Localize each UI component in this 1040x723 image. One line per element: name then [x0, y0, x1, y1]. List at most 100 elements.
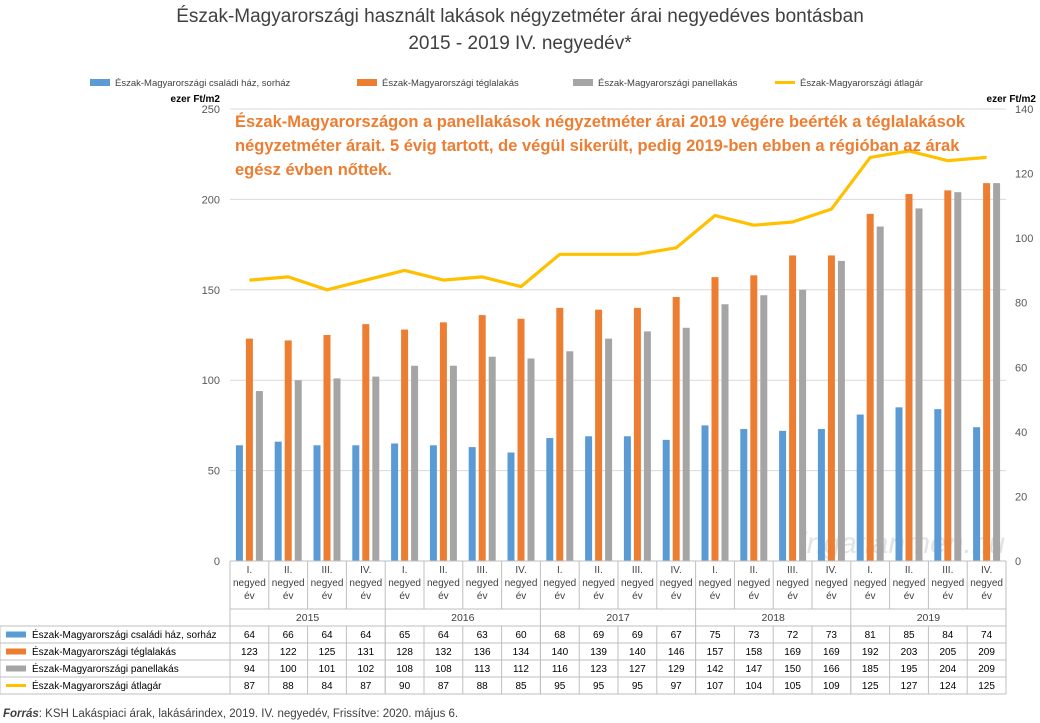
x-category-label: év	[322, 591, 333, 602]
table-cell: 85	[903, 630, 915, 641]
table-row-label: Észak-Magyarországi átlagár	[32, 679, 162, 692]
bar	[333, 378, 341, 561]
table-row-swatch	[6, 631, 26, 638]
table-cell: 66	[283, 630, 295, 641]
bar	[701, 425, 709, 561]
bar	[585, 436, 593, 561]
table-cell: 84	[321, 681, 333, 692]
y-right-tick-label: 140	[1015, 104, 1033, 116]
legend-entry: Észak-Magyarországi téglalakás	[382, 78, 519, 89]
y-left-tick-label: 100	[202, 375, 220, 387]
legend-entry: Észak-Magyarországi családi ház, sorház	[115, 78, 291, 89]
x-category-label: negyed	[233, 578, 266, 589]
bar	[750, 275, 758, 561]
table-cell: 100	[280, 664, 297, 675]
table-row-label: Észak-Magyarországi családi ház, sorház	[32, 628, 217, 641]
bar	[546, 438, 554, 561]
x-category-label: negyed	[272, 578, 305, 589]
x-category-label: negyed	[776, 578, 809, 589]
x-year-label: 2016	[451, 612, 475, 624]
table-cell: 127	[629, 664, 646, 675]
bar	[362, 324, 370, 561]
bar	[983, 183, 991, 562]
y-right-tick-label: 40	[1015, 427, 1027, 439]
legend-swatch	[90, 79, 110, 86]
bar	[294, 380, 302, 561]
x-category-label: negyed	[582, 578, 615, 589]
bar	[352, 445, 360, 561]
table-cell: 87	[438, 681, 450, 692]
table-cell: 140	[551, 647, 568, 658]
bar	[595, 309, 603, 561]
table-cell: 158	[745, 647, 762, 658]
bar	[789, 255, 797, 561]
x-category-label: II.	[284, 565, 292, 576]
x-category-label: negyed	[466, 578, 499, 589]
x-category-label: negyed	[427, 578, 460, 589]
table-cell: 64	[438, 630, 450, 641]
x-category-label: év	[710, 591, 721, 602]
table-cell: 73	[748, 630, 760, 641]
x-category-label: IV.	[515, 565, 526, 576]
table-cell: 65	[399, 630, 411, 641]
bar	[439, 322, 447, 561]
bar	[411, 365, 419, 561]
bar	[313, 445, 321, 561]
bar	[566, 351, 574, 561]
table-cell: 140	[629, 647, 646, 658]
table-cell: 69	[593, 630, 605, 641]
table-cell: 113	[474, 664, 490, 675]
annotation-text: négyzetméter árait. 5 évig tartott, de v…	[235, 137, 960, 155]
table-cell: 104	[745, 681, 762, 692]
table-cell: 90	[399, 681, 411, 692]
table-cell: 146	[668, 647, 685, 658]
table-cell: 147	[745, 664, 762, 675]
y-left-tick-label: 150	[202, 285, 220, 297]
x-category-label: negyed	[660, 578, 693, 589]
y-right-tick-label: 100	[1015, 233, 1033, 245]
x-category-label: II.	[594, 565, 602, 576]
x-category-label: IV.	[671, 565, 682, 576]
table-cell: 134	[513, 647, 530, 658]
table-cell: 64	[321, 630, 333, 641]
bar	[915, 208, 923, 561]
x-category-label: IV.	[981, 565, 992, 576]
table-cell: 204	[939, 664, 956, 675]
table-cell: 209	[978, 647, 995, 658]
y-right-tick-label: 60	[1015, 362, 1027, 374]
bar	[468, 447, 476, 561]
table-row-swatch	[6, 648, 26, 655]
table-cell: 209	[978, 664, 995, 675]
x-category-label: I.	[867, 565, 873, 576]
table-cell: 85	[515, 681, 527, 692]
bar	[255, 391, 263, 561]
table-cell: 132	[435, 647, 452, 658]
bar	[817, 429, 825, 561]
bar	[954, 192, 962, 561]
x-category-label: negyed	[931, 578, 964, 589]
table-cell: 169	[784, 647, 801, 658]
bar	[905, 193, 913, 561]
table-cell: 205	[939, 647, 956, 658]
bar	[711, 277, 719, 561]
table-cell: 67	[671, 630, 683, 641]
bar	[643, 331, 651, 561]
x-category-label: negyed	[737, 578, 770, 589]
table-row-swatch	[6, 665, 26, 672]
bar	[973, 427, 981, 561]
table-cell: 203	[901, 647, 918, 658]
x-category-label: II.	[750, 565, 758, 576]
x-category-label: év	[632, 591, 643, 602]
bar	[895, 407, 903, 561]
bar	[449, 365, 457, 561]
bar	[401, 329, 409, 561]
table-cell: 109	[823, 681, 840, 692]
x-category-label: év	[787, 591, 798, 602]
bar	[876, 226, 884, 561]
chart-title-line2: 2015 - 2019 IV. negyedév*	[408, 33, 632, 54]
annotation-text: egész évben nőttek.	[235, 161, 392, 179]
table-cell: 95	[632, 681, 644, 692]
bar	[274, 441, 282, 561]
x-category-label: negyed	[854, 578, 887, 589]
x-category-label: III.	[942, 565, 953, 576]
